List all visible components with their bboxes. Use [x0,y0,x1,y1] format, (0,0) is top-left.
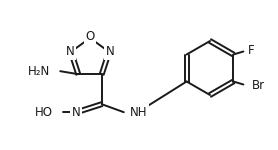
Text: N: N [106,45,114,58]
Text: F: F [247,44,254,57]
Text: HO: HO [35,106,53,119]
Text: NH: NH [130,106,147,119]
Text: H₂N: H₂N [28,65,50,78]
Text: O: O [85,30,95,44]
Text: N: N [71,106,80,119]
Text: N: N [66,45,74,58]
Text: Br: Br [251,79,264,92]
